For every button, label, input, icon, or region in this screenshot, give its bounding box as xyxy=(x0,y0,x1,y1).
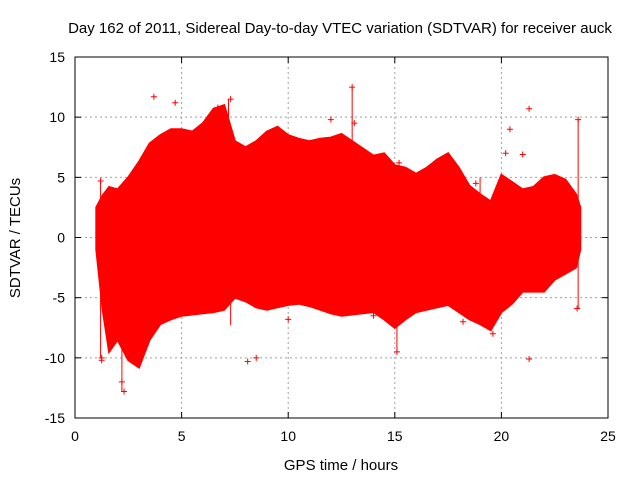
outlier-point xyxy=(519,151,526,158)
outlier-point xyxy=(351,120,358,127)
x-tick-label: 10 xyxy=(280,428,296,444)
outlier-point xyxy=(526,105,533,112)
x-tick-label: 5 xyxy=(178,428,186,444)
outlier-point xyxy=(440,300,447,307)
outlier-points xyxy=(97,84,582,395)
outlier-point xyxy=(574,305,581,312)
x-tick-label: 15 xyxy=(387,428,403,444)
outlier-point xyxy=(506,126,513,133)
outlier-point xyxy=(118,378,125,385)
y-tick-label: -10 xyxy=(45,350,65,366)
outlier-point xyxy=(370,312,377,319)
outlier-point xyxy=(349,84,356,91)
y-tick-label: 10 xyxy=(49,109,65,125)
outlier-point xyxy=(150,93,157,100)
outlier-point xyxy=(472,180,479,187)
outlier-point xyxy=(172,99,179,106)
chart-title: Day 162 of 2011, Sidereal Day-to-day VTE… xyxy=(68,20,612,37)
outlier-point xyxy=(227,96,234,103)
outlier-point xyxy=(502,150,509,157)
x-tick-label: 20 xyxy=(494,428,510,444)
y-tick-label: 5 xyxy=(57,169,65,185)
outlier-point xyxy=(460,318,467,325)
data-band xyxy=(95,103,582,370)
outlier-point xyxy=(285,316,292,323)
x-axis-ticks: 0 5 10 15 20 25 xyxy=(71,57,616,444)
outlier-point xyxy=(393,348,400,355)
outlier-point xyxy=(98,354,105,361)
y-tick-label: -15 xyxy=(45,410,65,426)
y-axis-label: SDTVAR / TECUs xyxy=(7,178,24,298)
y-tick-label: -5 xyxy=(53,290,66,306)
outlier-point xyxy=(477,312,484,319)
outlier-point xyxy=(526,356,533,363)
outlier-point xyxy=(396,159,403,166)
outlier-point xyxy=(121,388,128,395)
outlier-point xyxy=(97,177,104,184)
outlier-point xyxy=(327,116,334,123)
outlier-point xyxy=(253,354,260,361)
x-tick-label: 0 xyxy=(71,428,79,444)
y-tick-label: 15 xyxy=(49,49,65,65)
y-tick-label: 0 xyxy=(57,230,65,246)
outlier-point xyxy=(575,116,582,123)
x-tick-label: 25 xyxy=(600,428,616,444)
outlier-point xyxy=(244,358,251,365)
outlier-point xyxy=(214,104,221,111)
y-axis-ticks: -15 -10 -5 0 5 10 15 xyxy=(45,49,608,426)
outlier-point xyxy=(489,330,496,337)
x-axis-label: GPS time / hours xyxy=(284,457,398,474)
